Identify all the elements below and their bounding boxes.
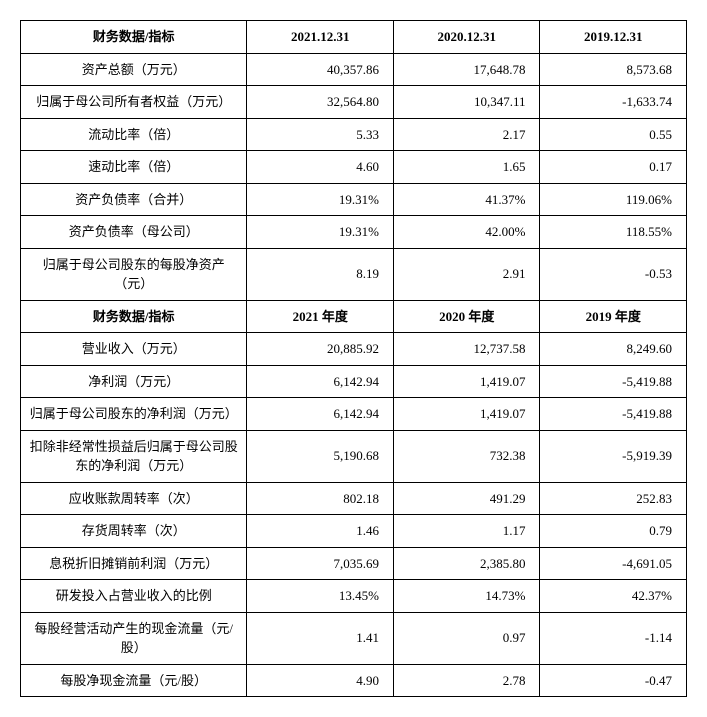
row-value: 12,737.58 [393,333,540,366]
header1-col1: 2021.12.31 [247,21,394,54]
row-value: 32,564.80 [247,86,394,119]
row-value: 42.37% [540,580,687,613]
financial-table-container: 财务数据/指标 2021.12.31 2020.12.31 2019.12.31… [20,20,687,697]
row-value: 5,190.68 [247,430,394,482]
row-value: -1,633.74 [540,86,687,119]
row-label: 资产负债率（母公司） [21,216,247,249]
row-value: 4.90 [247,664,394,697]
row-value: 118.55% [540,216,687,249]
row-value: 20,885.92 [247,333,394,366]
header2-col1: 2021 年度 [247,300,394,333]
row-label: 资产负债率（合并） [21,183,247,216]
row-label: 扣除非经常性损益后归属于母公司股东的净利润（万元） [21,430,247,482]
table-row: 流动比率（倍） 5.33 2.17 0.55 [21,118,687,151]
row-value: 17,648.78 [393,53,540,86]
row-value: 0.79 [540,515,687,548]
row-value: 40,357.86 [247,53,394,86]
row-value: 0.55 [540,118,687,151]
row-value: 8,249.60 [540,333,687,366]
row-value: 2.91 [393,248,540,300]
table-row: 扣除非经常性损益后归属于母公司股东的净利润（万元） 5,190.68 732.3… [21,430,687,482]
row-value: -4,691.05 [540,547,687,580]
header2-col3: 2019 年度 [540,300,687,333]
row-value: 0.17 [540,151,687,184]
row-value: 19.31% [247,183,394,216]
table-row: 研发投入占营业收入的比例 13.45% 14.73% 42.37% [21,580,687,613]
row-label: 速动比率（倍） [21,151,247,184]
row-label: 流动比率（倍） [21,118,247,151]
row-value: 13.45% [247,580,394,613]
row-label: 净利润（万元） [21,365,247,398]
table-row: 资产总额（万元） 40,357.86 17,648.78 8,573.68 [21,53,687,86]
row-label: 归属于母公司所有者权益（万元） [21,86,247,119]
row-value: 802.18 [247,482,394,515]
header2-col0: 财务数据/指标 [21,300,247,333]
row-label: 资产总额（万元） [21,53,247,86]
row-value: 19.31% [247,216,394,249]
row-value: 41.37% [393,183,540,216]
row-value: 1.17 [393,515,540,548]
row-value: 491.29 [393,482,540,515]
table-row: 每股净现金流量（元/股） 4.90 2.78 -0.47 [21,664,687,697]
row-label: 归属于母公司股东的净利润（万元） [21,398,247,431]
row-value: 5.33 [247,118,394,151]
row-value: -0.47 [540,664,687,697]
financial-table: 财务数据/指标 2021.12.31 2020.12.31 2019.12.31… [20,20,687,697]
row-value: 0.97 [393,612,540,664]
row-value: 1,419.07 [393,365,540,398]
table-row: 归属于母公司所有者权益（万元） 32,564.80 10,347.11 -1,6… [21,86,687,119]
row-value: 1.65 [393,151,540,184]
header1-col0: 财务数据/指标 [21,21,247,54]
row-value: -5,419.88 [540,398,687,431]
table-row: 速动比率（倍） 4.60 1.65 0.17 [21,151,687,184]
row-value: 6,142.94 [247,365,394,398]
row-value: 7,035.69 [247,547,394,580]
row-value: -5,419.88 [540,365,687,398]
header-row-1: 财务数据/指标 2021.12.31 2020.12.31 2019.12.31 [21,21,687,54]
table-row: 资产负债率（合并） 19.31% 41.37% 119.06% [21,183,687,216]
row-label: 营业收入（万元） [21,333,247,366]
row-value: 1.41 [247,612,394,664]
row-value: 10,347.11 [393,86,540,119]
table-row: 每股经营活动产生的现金流量（元/股） 1.41 0.97 -1.14 [21,612,687,664]
table-body: 财务数据/指标 2021.12.31 2020.12.31 2019.12.31… [21,21,687,697]
row-value: 4.60 [247,151,394,184]
row-label: 应收账款周转率（次） [21,482,247,515]
row-value: 2,385.80 [393,547,540,580]
row-label: 归属于母公司股东的每股净资产（元） [21,248,247,300]
row-value: -1.14 [540,612,687,664]
table-row: 应收账款周转率（次） 802.18 491.29 252.83 [21,482,687,515]
row-value: 42.00% [393,216,540,249]
table-row: 归属于母公司股东的每股净资产（元） 8.19 2.91 -0.53 [21,248,687,300]
table-row: 净利润（万元） 6,142.94 1,419.07 -5,419.88 [21,365,687,398]
row-label: 每股经营活动产生的现金流量（元/股） [21,612,247,664]
row-value: 2.17 [393,118,540,151]
row-value: -5,919.39 [540,430,687,482]
row-label: 存货周转率（次） [21,515,247,548]
table-row: 存货周转率（次） 1.46 1.17 0.79 [21,515,687,548]
row-label: 息税折旧摊销前利润（万元） [21,547,247,580]
header2-col2: 2020 年度 [393,300,540,333]
table-row: 资产负债率（母公司） 19.31% 42.00% 118.55% [21,216,687,249]
row-value: 252.83 [540,482,687,515]
row-label: 每股净现金流量（元/股） [21,664,247,697]
row-label: 研发投入占营业收入的比例 [21,580,247,613]
row-value: 8.19 [247,248,394,300]
row-value: -0.53 [540,248,687,300]
table-row: 营业收入（万元） 20,885.92 12,737.58 8,249.60 [21,333,687,366]
row-value: 1,419.07 [393,398,540,431]
header1-col2: 2020.12.31 [393,21,540,54]
row-value: 1.46 [247,515,394,548]
table-row: 息税折旧摊销前利润（万元） 7,035.69 2,385.80 -4,691.0… [21,547,687,580]
header1-col3: 2019.12.31 [540,21,687,54]
row-value: 14.73% [393,580,540,613]
row-value: 119.06% [540,183,687,216]
table-row: 归属于母公司股东的净利润（万元） 6,142.94 1,419.07 -5,41… [21,398,687,431]
row-value: 6,142.94 [247,398,394,431]
row-value: 2.78 [393,664,540,697]
row-value: 732.38 [393,430,540,482]
header-row-2: 财务数据/指标 2021 年度 2020 年度 2019 年度 [21,300,687,333]
row-value: 8,573.68 [540,53,687,86]
